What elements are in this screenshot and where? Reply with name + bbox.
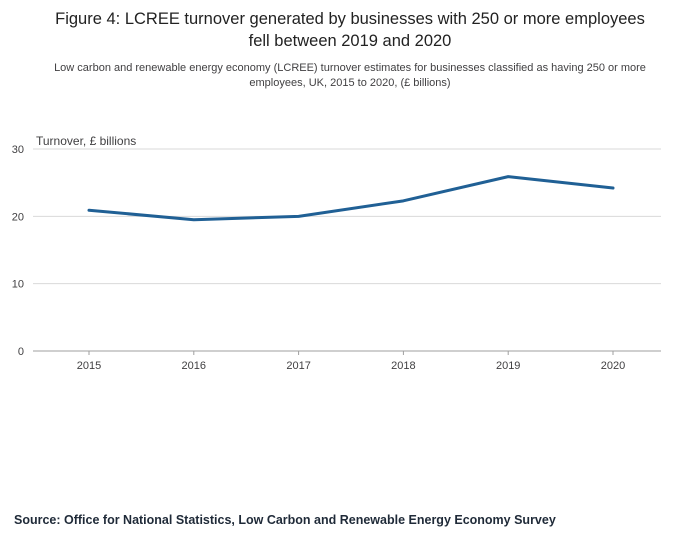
x-tick-label-2019: 2019 xyxy=(496,360,520,372)
source-attribution: Source: Office for National Statistics, … xyxy=(14,513,556,527)
x-tick-label-2020: 2020 xyxy=(601,360,625,372)
series-line-turnover xyxy=(87,175,615,222)
x-tick-label-2017: 2017 xyxy=(286,360,310,372)
y-tick-label-0: 0 xyxy=(18,346,24,358)
y-tick-label-30: 30 xyxy=(12,144,24,156)
x-tick-label-2018: 2018 xyxy=(391,360,415,372)
x-tick-label-2016: 2016 xyxy=(182,360,206,372)
page-title: Figure 4: LCREE turnover generated by bu… xyxy=(55,10,645,51)
y-axis-unit-label: Turnover, £ billions xyxy=(36,134,136,148)
turnover-line-chart: 0 10 20 30 2015 2016 2017 2018 2019 2020 Turnover,… xyxy=(12,134,661,372)
chart-header: Figure 4: LCREE turnover generated by bu… xyxy=(0,8,700,91)
y-tick-label-10: 10 xyxy=(12,279,24,291)
y-tick-label-20: 20 xyxy=(12,211,24,223)
x-tick-label-2015: 2015 xyxy=(77,360,101,372)
chart-subtitle: Low carbon and renewable energy economy … xyxy=(54,61,646,89)
